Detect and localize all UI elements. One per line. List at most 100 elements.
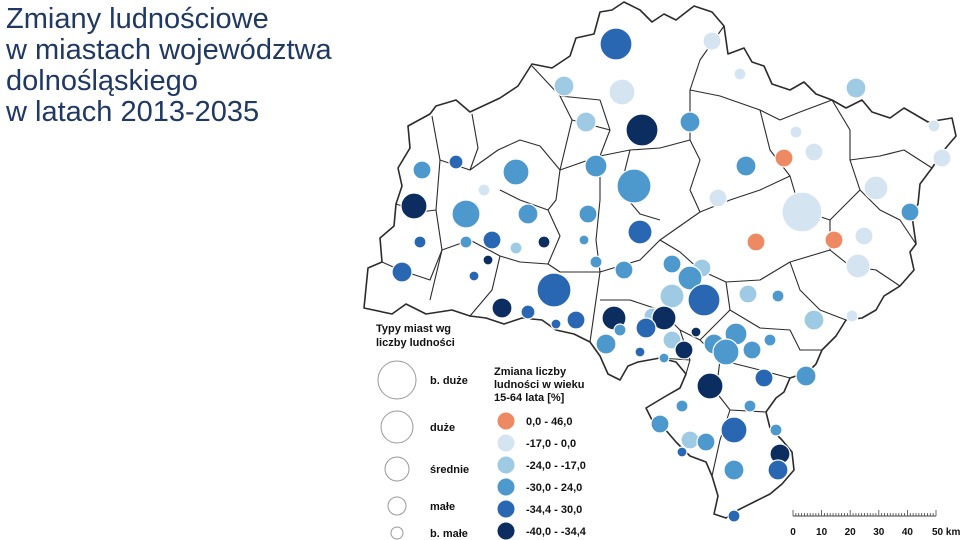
- city-marker: [553, 75, 575, 97]
- city-marker: [477, 183, 491, 197]
- legend-size-label: małe: [430, 501, 455, 513]
- scale-bar-label: 30: [873, 527, 885, 538]
- city-marker: [599, 27, 633, 61]
- city-marker: [712, 338, 740, 366]
- legend-city-size: Typy miast wg liczby ludności b. duże duż…: [376, 323, 469, 540]
- legend-population-change: Zmiana liczby ludności w wieku 15-64 lat…: [494, 366, 587, 540]
- county-boundary: [725, 249, 831, 283]
- city-marker: [769, 423, 783, 437]
- city-marker: [391, 261, 413, 283]
- scale-bar-label: 20: [845, 527, 857, 538]
- legend-size-label: b. małe: [430, 528, 468, 540]
- city-marker: [634, 346, 646, 358]
- city-marker: [595, 333, 617, 355]
- city-marker: [448, 154, 464, 170]
- city-marker: [614, 260, 634, 280]
- city-marker: [720, 416, 748, 444]
- map-title: Zmiany ludnościowe w miastach województw…: [6, 4, 332, 128]
- scale-bar-label: 0: [790, 527, 796, 538]
- city-marker: [702, 31, 722, 51]
- county-boundary: [469, 113, 479, 171]
- legend-change-label: -34,4 - 30,0: [526, 504, 582, 516]
- city-marker: [767, 459, 789, 481]
- legend-change-heading-2: ludności w wieku: [494, 379, 584, 391]
- legend-change-swatch: [496, 499, 516, 519]
- legend-size-circle: [380, 410, 414, 444]
- city-marker: [863, 175, 889, 201]
- city-marker: [708, 188, 728, 208]
- county-boundary: [859, 189, 917, 245]
- legend-change-label: -24,0 - -17,0: [526, 460, 586, 472]
- county-boundary: [779, 99, 833, 121]
- county-boundary: [429, 115, 443, 301]
- city-marker: [854, 226, 874, 246]
- legend-size-heading-2: liczby ludności: [376, 337, 455, 349]
- city-marker: [412, 160, 432, 180]
- city-marker: [625, 113, 659, 147]
- city-marker: [900, 202, 920, 222]
- city-marker: [743, 399, 757, 413]
- city-marker: [459, 235, 473, 249]
- county-boundary: [499, 189, 561, 265]
- city-marker: [451, 199, 481, 229]
- city-marker: [468, 270, 480, 282]
- county-boundary: [381, 249, 443, 281]
- city-marker: [613, 323, 627, 337]
- title-line-1: Zmiany ludnościowe: [6, 3, 269, 35]
- legend-change-swatch: [496, 477, 516, 497]
- legend-size-label: duże: [430, 422, 455, 434]
- city-marker: [662, 254, 682, 274]
- city-marker: [927, 119, 941, 133]
- city-marker: [696, 372, 724, 400]
- county-boundary: [689, 89, 781, 121]
- legend-change-heading-3: 15-64 lata [%]: [494, 392, 565, 404]
- city-marker: [845, 77, 867, 99]
- legend-size-label: b. duże: [430, 375, 468, 387]
- scale-bar-label: 40: [902, 527, 914, 538]
- city-marker: [635, 317, 657, 339]
- city-marker: [400, 192, 428, 220]
- city-marker: [735, 155, 757, 177]
- city-marker: [845, 253, 871, 279]
- city-marker: [676, 446, 688, 458]
- city-marker: [733, 67, 747, 81]
- legend-change-label: 0,0 - 46,0: [526, 416, 572, 428]
- city-marker: [771, 289, 785, 303]
- city-marker: [509, 241, 523, 255]
- city-marker: [616, 168, 652, 204]
- city-marker: [781, 191, 823, 233]
- city-marker: [651, 305, 677, 331]
- city-marker: [723, 459, 745, 481]
- city-marker: [774, 148, 794, 168]
- city-marker: [674, 340, 694, 360]
- county-boundary: [559, 95, 611, 157]
- legend-change-label: -30,0 - 24,0: [526, 482, 582, 494]
- scale-bar-label: 50 km: [932, 527, 960, 538]
- city-marker: [578, 234, 590, 246]
- city-marker: [627, 219, 653, 245]
- scale-bar: 0 10 20 30 40 50 km: [790, 510, 960, 538]
- county-boundary: [539, 145, 561, 211]
- city-marker: [589, 255, 603, 269]
- city-marker: [690, 326, 702, 338]
- city-marker: [520, 304, 536, 320]
- city-marker: [696, 432, 716, 452]
- city-marker: [742, 340, 762, 360]
- city-marker: [804, 142, 824, 162]
- city-marker: [578, 204, 598, 224]
- legend-change-swatch: [496, 455, 516, 475]
- county-boundary: [531, 65, 573, 171]
- county-boundary: [789, 261, 847, 321]
- city-marker: [677, 265, 703, 291]
- scale-bar-label: 10: [816, 527, 828, 538]
- city-marker: [789, 125, 803, 139]
- city-marker: [738, 284, 758, 304]
- legend-size-circle: [390, 526, 404, 540]
- county-boundary: [559, 147, 661, 171]
- legend-size-label: średnie: [430, 464, 469, 476]
- city-marker: [845, 309, 859, 323]
- city-markers: [391, 27, 952, 523]
- legend-size-circle: [377, 360, 417, 400]
- legend-change-swatch: [496, 521, 516, 540]
